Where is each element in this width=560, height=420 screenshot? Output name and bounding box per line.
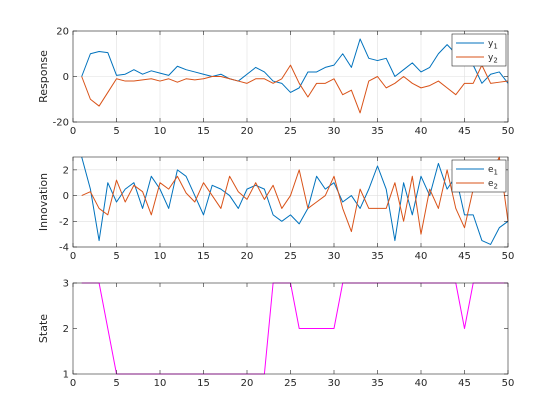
y-tick-label: -4	[59, 243, 69, 254]
x-tick-label: 5	[113, 126, 119, 137]
legend-name: e	[488, 179, 494, 189]
x-tick-label: 40	[415, 378, 428, 389]
y-tick-label: -20	[53, 118, 69, 129]
x-tick-label: 20	[241, 251, 254, 262]
x-tick-label: 45	[458, 251, 471, 262]
x-tick-label: 15	[197, 126, 210, 137]
y-tick-label: 0	[63, 191, 69, 202]
x-tick-label: 20	[241, 378, 254, 389]
y-tick-label: 3	[63, 279, 69, 290]
plot-area	[73, 283, 508, 374]
y-tick-label: 0	[63, 72, 69, 83]
series-line-1	[81, 156, 509, 245]
x-tick-label: 50	[502, 126, 515, 137]
x-tick-label: 45	[458, 126, 471, 137]
legend-subscript: 2	[494, 183, 498, 191]
y-tick-label: -2	[59, 217, 69, 228]
x-tick-label: 5	[113, 378, 119, 389]
legend-subscript: 1	[494, 169, 498, 177]
legend-entry-2: e2	[488, 179, 498, 191]
legend-box	[451, 159, 507, 193]
y-axis-label: Response	[37, 50, 50, 103]
legend-name: y	[488, 53, 494, 63]
series-line-1	[81, 38, 509, 93]
legend-name: e	[488, 165, 494, 175]
x-tick-label: 0	[70, 251, 76, 262]
legend-subscript: 1	[493, 43, 497, 51]
x-tick-label: 35	[371, 251, 384, 262]
x-tick-label: 10	[154, 251, 167, 262]
x-tick-label: 15	[197, 251, 210, 262]
x-tick-label: 25	[284, 126, 297, 137]
y-tick-label: 2	[63, 324, 69, 335]
x-tick-label: 0	[70, 378, 76, 389]
x-tick-label: 35	[371, 378, 384, 389]
x-tick-label: 25	[284, 378, 297, 389]
x-tick-label: 30	[328, 126, 341, 137]
x-tick-label: 10	[154, 378, 167, 389]
legend-entry-1: y1	[488, 39, 498, 51]
series-line-2	[81, 156, 509, 235]
x-tick-label: 45	[458, 378, 471, 389]
x-tick-label: 5	[113, 251, 119, 262]
x-tick-label: 35	[371, 126, 384, 137]
x-tick-label: 25	[284, 251, 297, 262]
legend-subscript: 2	[493, 57, 497, 65]
legend-name: y	[488, 39, 494, 49]
x-tick-label: 10	[154, 126, 167, 137]
x-tick-label: 40	[415, 126, 428, 137]
y-axis-label: Innovation	[37, 173, 50, 231]
x-tick-label: 30	[328, 378, 341, 389]
series-line-2	[81, 64, 509, 114]
y-tick-label: 20	[56, 27, 69, 38]
x-tick-label: 0	[70, 126, 76, 137]
y-axis-label: State	[37, 314, 50, 343]
x-tick-label: 20	[241, 126, 254, 137]
x-tick-label: 30	[328, 251, 341, 262]
x-tick-label: 40	[415, 251, 428, 262]
y-tick-label: 1	[63, 370, 69, 381]
x-tick-label: 50	[502, 378, 515, 389]
y-tick-label: 2	[63, 165, 69, 176]
legend-entry-2: y2	[488, 53, 498, 65]
legend-box	[451, 33, 507, 67]
x-tick-label: 15	[197, 378, 210, 389]
state-plot: 0 5 10 15 20 25 30 35 40 45 50 1 2 3 State	[37, 279, 514, 390]
x-tick-label: 50	[502, 251, 515, 262]
legend-entry-1: e1	[488, 165, 498, 177]
